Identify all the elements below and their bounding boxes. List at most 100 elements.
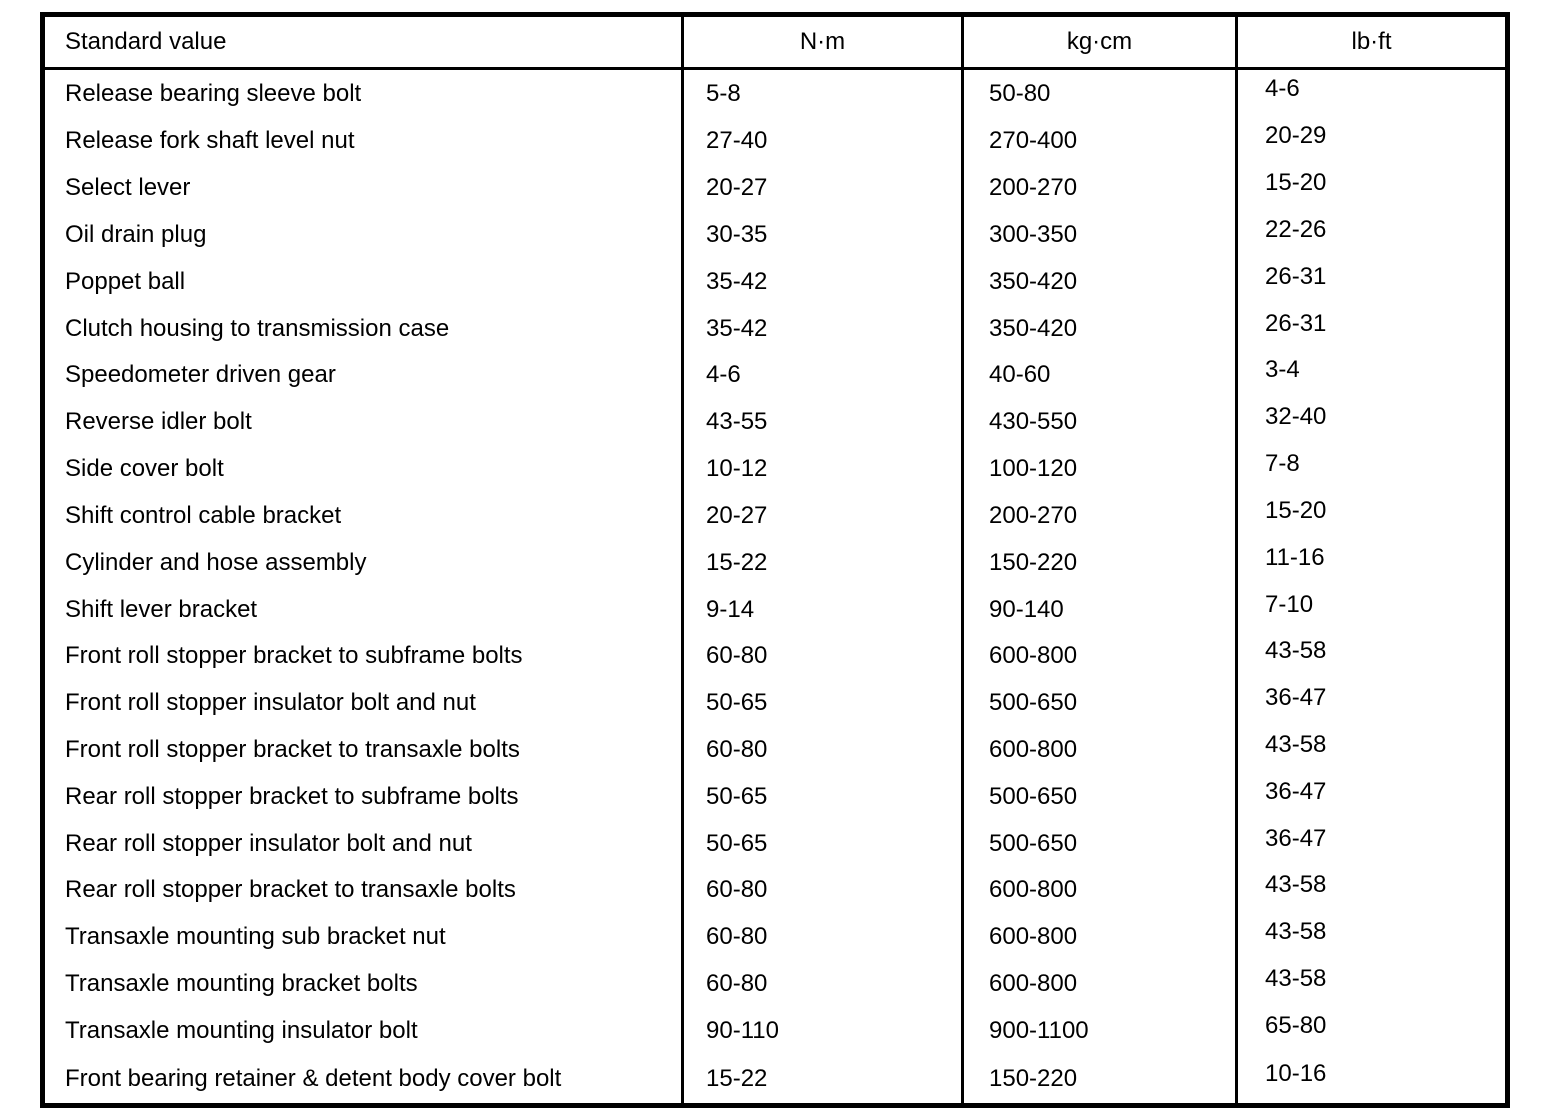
cell-nm: 10-12: [681, 445, 963, 493]
table-row: Reverse idler bolt 43-55 430-550 32-40: [43, 393, 1508, 446]
cell-lbft: 36-47: [1235, 674, 1508, 722]
cell-standard-value: Select lever: [65, 174, 191, 202]
cell-nm: 5-8: [681, 68, 963, 118]
table-row: Transaxle mounting insulator bolt 90-110 9…: [43, 1002, 1508, 1055]
cell-lbft: 20-29: [1235, 112, 1508, 160]
cell-lbft: 36-47: [1235, 815, 1508, 863]
cell-kgcm: 600-800: [961, 913, 1237, 961]
table-row: Front roll stopper bracket to subframe b…: [43, 627, 1508, 680]
cell-standard-value: Rear roll stopper bracket to transaxle b…: [65, 876, 516, 904]
table-row: Front roll stopper insulator bolt and nu…: [43, 674, 1508, 727]
cell-nm: 15-22: [681, 1054, 963, 1106]
cell-lbft: 36-47: [1235, 768, 1508, 816]
cell-standard-value: Poppet ball: [65, 267, 186, 295]
table-row: Rear roll stopper bracket to subframe bo…: [43, 768, 1508, 821]
cell-standard-value: Transaxle mounting insulator bolt: [65, 1016, 418, 1044]
cell-standard-value: Transaxle mounting sub bracket nut: [65, 923, 446, 951]
cell-kgcm: 600-800: [961, 867, 1237, 914]
cell-nm: 30-35: [681, 211, 963, 259]
cell-kgcm: 600-800: [961, 726, 1237, 774]
cell-standard-value: Front bearing retainer & detent body cov…: [65, 1064, 562, 1092]
cell-kgcm: 430-550: [961, 398, 1237, 446]
cell-lbft: 43-58: [1235, 627, 1508, 675]
table-row: Release bearing sleeve bolt 5-8 50-80 4-6: [43, 63, 1508, 118]
cell-lbft: 15-20: [1235, 159, 1508, 207]
cell-standard-value: Side cover bolt: [65, 455, 224, 483]
cell-standard-value: Front roll stopper insulator bolt and nu…: [65, 689, 476, 717]
cell-nm: 15-22: [681, 539, 963, 587]
cell-kgcm: 100-120: [961, 445, 1237, 493]
cell-kgcm: 270-400: [961, 117, 1237, 165]
table-row: Shift lever bracket 9-14 90-140 7-10: [43, 581, 1508, 633]
table-header: Standard value N·m kg·cm lb·ft: [42, 14, 1508, 70]
cell-nm: 50-65: [681, 820, 963, 868]
cell-lbft: 15-20: [1235, 487, 1508, 535]
cell-lbft: 11-16: [1235, 534, 1508, 582]
table-row: Poppet ball 35-42 350-420 26-31: [43, 253, 1508, 306]
cell-lbft: 26-31: [1235, 253, 1508, 301]
cell-nm: 35-42: [681, 305, 963, 352]
cell-nm: 60-80: [681, 867, 963, 914]
column-header-nm: N·m: [681, 14, 963, 70]
cell-nm: 50-65: [681, 679, 963, 727]
cell-lbft: 65-80: [1235, 1002, 1508, 1050]
cell-kgcm: 900-1100: [961, 1007, 1237, 1055]
table-row: Rear roll stopper insulator bolt and nut…: [43, 815, 1508, 868]
cell-kgcm: 500-650: [961, 773, 1237, 821]
table-row: Transaxle mounting bracket bolts 60-80 600…: [43, 955, 1508, 1008]
cell-lbft: 32-40: [1235, 393, 1508, 441]
cell-standard-value: Release fork shaft level nut: [65, 127, 355, 155]
table-row: Select lever 20-27 200-270 15-20: [43, 159, 1508, 212]
cell-lbft: 10-16: [1235, 1049, 1508, 1101]
cell-lbft: 3-4: [1235, 346, 1508, 394]
cell-nm: 60-80: [681, 913, 963, 961]
table-row: Cylinder and hose assembly 15-22 150-220 11…: [43, 534, 1508, 587]
cell-kgcm: 500-650: [961, 820, 1237, 868]
cell-nm: 60-80: [681, 726, 963, 774]
cell-standard-value: Front roll stopper bracket to transaxle …: [65, 736, 520, 763]
column-header-kgcm: kg·cm: [961, 14, 1237, 70]
cell-standard-value: Shift lever bracket: [65, 595, 258, 623]
table-row: Speedometer driven gear 4-6 40-60 3-4: [43, 346, 1508, 399]
table-row: Rear roll stopper bracket to transaxle b…: [43, 862, 1508, 914]
cell-standard-value: Speedometer driven gear: [65, 361, 336, 389]
column-header-standard-value: Standard value: [42, 14, 683, 70]
table-row: Front bearing retainer & detent body cov…: [43, 1049, 1508, 1106]
table-row: Release fork shaft level nut 27-40 270-400…: [43, 112, 1508, 165]
cell-nm: 20-27: [681, 492, 963, 540]
cell-standard-value: Release bearing sleeve bolt: [65, 79, 362, 107]
column-header-lbft: lb·ft: [1235, 14, 1508, 70]
cell-kgcm: 200-270: [961, 492, 1237, 540]
cell-lbft: 43-58: [1235, 955, 1508, 1003]
torque-spec-table: Standard value N·m kg·cm lb·ft Release b…: [40, 12, 1510, 1108]
table-row: Front roll stopper bracket to transaxle …: [43, 721, 1508, 774]
cell-nm: 90-110: [681, 1007, 963, 1055]
cell-kgcm: 500-650: [961, 679, 1237, 727]
cell-standard-value: Rear roll stopper insulator bolt and nut: [65, 829, 472, 857]
cell-kgcm: 300-350: [961, 211, 1237, 259]
cell-kgcm: 40-60: [961, 351, 1237, 399]
cell-standard-value: Rear roll stopper bracket to subframe bo…: [65, 782, 519, 810]
cell-kgcm: 50-80: [961, 68, 1237, 118]
cell-kgcm: 600-800: [961, 632, 1237, 680]
cell-nm: 9-14: [681, 586, 963, 633]
cell-kgcm: 350-420: [961, 305, 1237, 352]
cell-standard-value: Shift control cable bracket: [65, 501, 342, 529]
cell-lbft: 26-31: [1235, 300, 1508, 347]
cell-kgcm: 600-800: [961, 960, 1237, 1008]
table-row: Oil drain plug 30-35 300-350 22-26: [43, 206, 1508, 259]
cell-lbft: 43-58: [1235, 721, 1508, 769]
cell-lbft: 22-26: [1235, 206, 1508, 254]
cell-lbft: 43-58: [1235, 862, 1508, 909]
table-row: Transaxle mounting sub bracket nut 60-80 6…: [43, 908, 1508, 961]
cell-kgcm: 350-420: [961, 258, 1237, 306]
cell-standard-value: Clutch housing to transmission case: [65, 314, 450, 342]
cell-lbft: 43-58: [1235, 908, 1508, 956]
table-row: Side cover bolt 10-12 100-120 7-8: [43, 440, 1508, 493]
cell-lbft: 7-8: [1235, 440, 1508, 488]
cell-kgcm: 90-140: [961, 586, 1237, 633]
table-body: Release bearing sleeve bolt 5-8 50-80 4-6 Re…: [43, 63, 1508, 1106]
cell-lbft: 7-10: [1235, 581, 1508, 628]
cell-nm: 50-65: [681, 773, 963, 821]
header-row: Standard value N·m kg·cm lb·ft: [42, 14, 1508, 70]
